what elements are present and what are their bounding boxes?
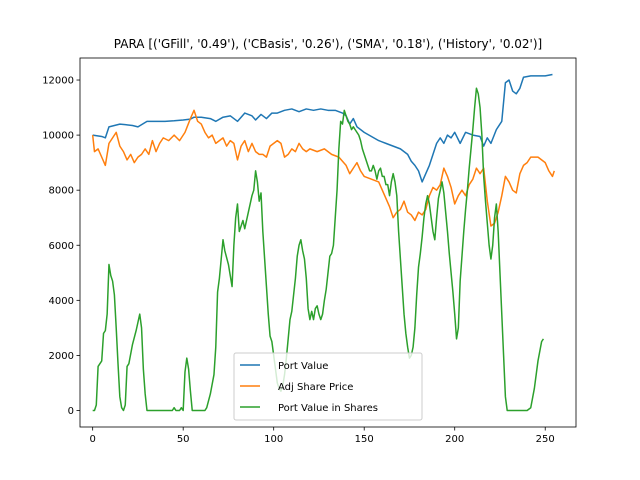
x-tick-label: 250: [536, 434, 555, 445]
legend-box: [233, 352, 423, 421]
y-tick-label: 4000: [49, 296, 74, 307]
legend-entry-label: Port Value: [278, 361, 328, 372]
plot-area: [91, 73, 555, 412]
x-tick-label: 200: [445, 434, 464, 445]
x-tick-label: 50: [177, 434, 190, 445]
axes-frame: [79, 57, 577, 428]
x-tick-label: 100: [264, 434, 283, 445]
y-tick-label: 2000: [49, 351, 74, 362]
y-tick-label: 10000: [42, 131, 74, 142]
y-tick-label: 0: [68, 406, 74, 417]
legend-entry-label: Port Value in Shares: [278, 403, 378, 414]
legend: Port Value Adj Share Price Port Value in S…: [233, 352, 423, 421]
x-tick-label: 0: [89, 434, 95, 445]
chart-title: PARA [('GFill', '0.49'), ('CBasis', '0.2…: [114, 37, 542, 51]
series-line-1: [92, 73, 553, 183]
legend-entry-label: Adj Share Price: [278, 382, 353, 393]
y-tick-label: 12000: [42, 76, 74, 87]
series-line-3: [92, 87, 545, 412]
y-tick-label: 6000: [49, 241, 74, 252]
axes: 0 50 100 150 200 250 0 2000 4000 6000 8000 10000 120…: [42, 57, 577, 445]
y-tick-label: 8000: [49, 186, 74, 197]
x-tick-label: 150: [355, 434, 374, 445]
